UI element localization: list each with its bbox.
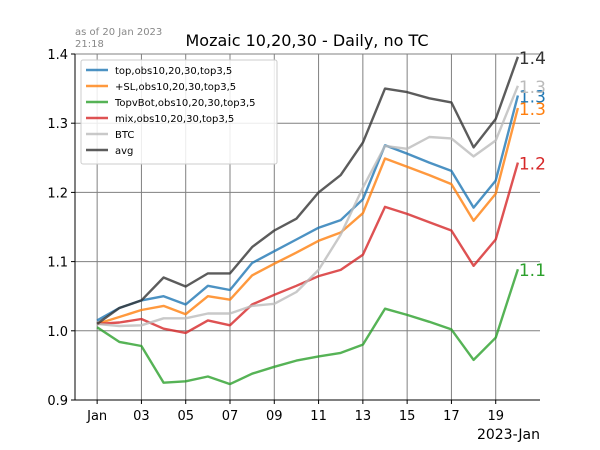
series-line: [96, 56, 520, 325]
legend-label: BTC: [115, 130, 134, 141]
end-labels: 1.31.3 1.1 1.2 1.3 1.4: [519, 49, 546, 281]
series-end-label: 1.3: [519, 88, 546, 108]
legend-label: top,obs10,20,30,top3,5: [115, 66, 232, 77]
legend-label: mix,obs10,20,30,top3,5: [115, 114, 234, 125]
series-end-label: 1.3: [519, 78, 546, 98]
y-tick-label: 1.4: [47, 48, 68, 63]
x-tick-label: 05: [177, 409, 194, 424]
series-line: [96, 85, 520, 328]
legend-label: +SL,obs10,20,30,top3,5: [115, 82, 236, 93]
legend-label: avg: [115, 146, 133, 157]
x-tick-label: 13: [355, 409, 372, 424]
x-tick-label: 17: [443, 409, 460, 424]
axes: [71, 53, 540, 404]
x-tick-label: 19: [487, 409, 504, 424]
legend-label: TopvBot,obs10,20,30,top3,5: [114, 98, 256, 109]
y-tick-label: 1.0: [47, 325, 68, 340]
x-tick-label: Jan: [86, 409, 107, 424]
y-tick-label: 1.2: [47, 186, 68, 201]
x-tick-label: 07: [222, 409, 239, 424]
series-line: [96, 95, 520, 322]
x-tick-label: 09: [266, 409, 283, 424]
x-tick-label: 03: [133, 409, 150, 424]
series-line: [96, 107, 520, 326]
series-end-label: 1.3: [519, 100, 546, 120]
tick-labels: Jan 03 05 07 09 11 13 15 17 19 0.9 1.0 1.1 1.2 1.3 1.4: [47, 48, 504, 424]
series-end-label: 1.4: [519, 49, 546, 69]
y-tick-label: 1.3: [47, 117, 68, 132]
timestamp: as of 20 Jan 2023 21:18: [75, 27, 162, 51]
series-lines: [96, 56, 520, 386]
x-axis-offset-label: 2023-Jan: [477, 427, 540, 443]
legend-box: [80, 59, 278, 165]
timestamp-date: as of 20 Jan 2023: [75, 27, 163, 38]
x-tick-label: 11: [310, 409, 327, 424]
y-tick-label: 1.1: [47, 256, 68, 271]
chart-title: Mozaic 10,20,30 - Daily, no TC: [186, 31, 429, 50]
legend: top,obs10,20,30,top3,5 +SL,obs10,20,30,to…: [80, 59, 278, 165]
x-tick-label: 15: [399, 409, 416, 424]
series-end-label: 1.2: [519, 155, 546, 175]
timestamp-time: 21:18: [75, 39, 104, 50]
series-line: [96, 268, 520, 386]
series-end-label: 1.1: [519, 261, 546, 281]
y-tick-label: 0.9: [47, 394, 68, 409]
